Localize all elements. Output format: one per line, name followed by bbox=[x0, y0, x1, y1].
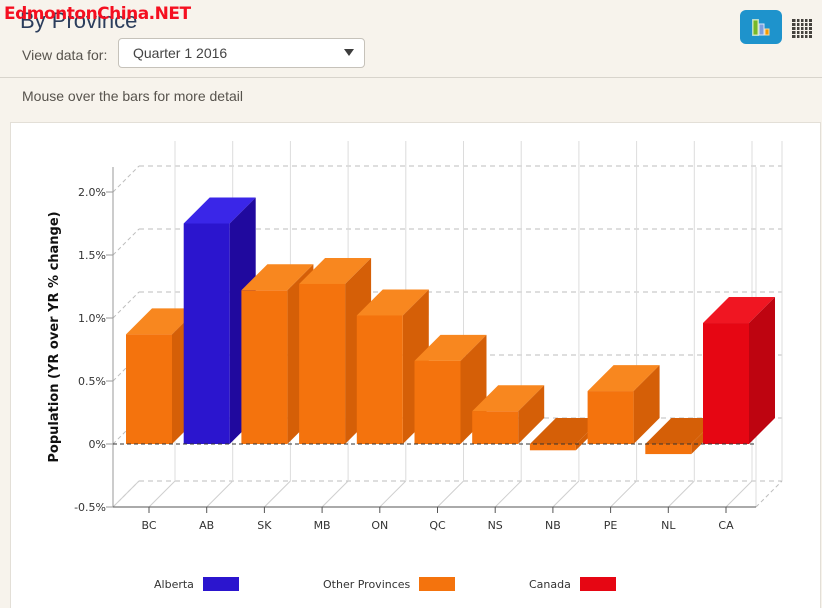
x-tick-label-CA: CA bbox=[718, 519, 734, 532]
page-title: By Province bbox=[20, 8, 138, 33]
y-axis-title: Population (YR over YR % change) bbox=[47, 211, 62, 462]
bar-PE[interactable] bbox=[587, 365, 660, 444]
view-data-for-label: View data for: bbox=[22, 47, 108, 63]
x-tick-label-NS: NS bbox=[488, 519, 503, 532]
y-tick-label: 1.0% bbox=[78, 312, 106, 325]
legend-label: Canada bbox=[529, 577, 571, 591]
table-view-button[interactable] bbox=[792, 18, 813, 38]
x-tick-label-QC: QC bbox=[429, 519, 446, 532]
x-tick-label-BC: BC bbox=[141, 519, 156, 532]
y-tick-label: 1.5% bbox=[78, 249, 106, 262]
grid-icon bbox=[792, 18, 812, 38]
legend-item-canada: Canada bbox=[529, 577, 616, 591]
chevron-down-icon bbox=[344, 49, 354, 56]
x-tick-label-ON: ON bbox=[371, 519, 388, 532]
period-dropdown-value: Quarter 1 2016 bbox=[133, 45, 228, 61]
hint-text: Mouse over the bars for more detail bbox=[22, 88, 243, 104]
legend-item-other-provinces: Other Provinces bbox=[323, 577, 456, 591]
legend-label: Alberta bbox=[154, 577, 194, 591]
population-3d-chart[interactable]: 2.0% 1.5% 1.0% 0.5% 0% -0.5% BC AB SK MB ON QC NS NB P… bbox=[11, 123, 821, 563]
chart-view-button[interactable] bbox=[740, 10, 782, 44]
watermark: EdmontonChina.NET bbox=[4, 4, 191, 24]
divider bbox=[0, 77, 822, 78]
y-tick-label: 0% bbox=[89, 438, 106, 451]
y-tick-label: -0.5% bbox=[74, 501, 106, 514]
chart-panel: 2.0% 1.5% 1.0% 0.5% 0% -0.5% BC AB SK MB ON QC NS NB P… bbox=[10, 122, 821, 608]
legend-swatch-other-provinces bbox=[419, 577, 456, 591]
bar-CA[interactable] bbox=[703, 297, 775, 444]
x-tick-label-PE: PE bbox=[604, 519, 618, 532]
legend-swatch-canada bbox=[579, 577, 616, 591]
x-tick-label-MB: MB bbox=[314, 519, 331, 532]
bar-NS[interactable] bbox=[472, 385, 545, 444]
y-tick-label: 0.5% bbox=[78, 375, 106, 388]
x-tick-label-SK: SK bbox=[257, 519, 272, 532]
legend-item-alberta: Alberta bbox=[154, 577, 239, 591]
bar-QC[interactable] bbox=[414, 334, 487, 444]
bar-chart-icon bbox=[752, 19, 770, 36]
legend-swatch-alberta bbox=[202, 577, 239, 591]
period-dropdown[interactable]: Quarter 1 2016 bbox=[118, 38, 365, 68]
y-tick-label: 2.0% bbox=[78, 186, 106, 199]
legend-label: Other Provinces bbox=[323, 577, 411, 591]
x-tick-label-AB: AB bbox=[199, 519, 214, 532]
x-tick-label-NB: NB bbox=[545, 519, 561, 532]
x-tick-label-NL: NL bbox=[661, 519, 676, 532]
